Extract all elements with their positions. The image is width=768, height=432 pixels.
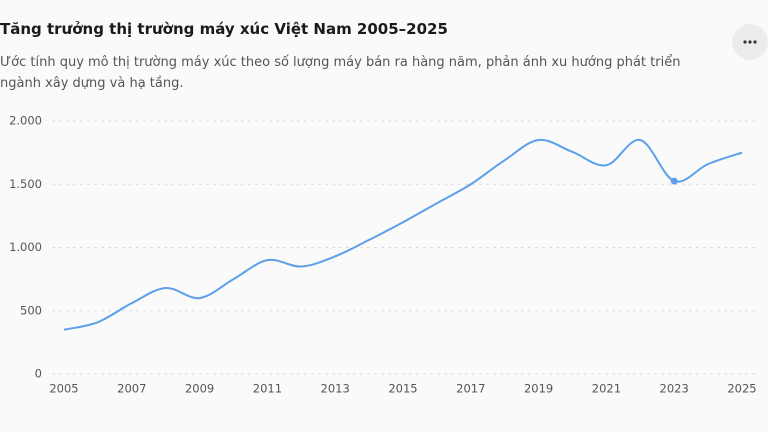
- menu-icon: [743, 40, 757, 44]
- x-tick-label: 2007: [117, 382, 146, 396]
- y-tick-label: 500: [20, 303, 42, 317]
- x-tick-label: 2023: [660, 382, 689, 396]
- y-tick-label: 2.000: [9, 114, 42, 128]
- x-tick-label: 2011: [253, 382, 282, 396]
- y-tick-label: 0: [35, 367, 42, 381]
- x-tick-label: 2005: [49, 382, 78, 396]
- x-tick-label: 2017: [456, 382, 485, 396]
- line-series: [63, 138, 743, 331]
- x-tick-label: 2019: [524, 382, 553, 396]
- chart-subtitle: Ước tính quy mô thị trường máy xúc theo …: [0, 55, 681, 91]
- chart: 0 500 1.000 1.500 2.000 2005 2007 2009 2011 2013 2…: [9, 114, 757, 396]
- highlight-point: [670, 177, 678, 185]
- x-tick-label: 2013: [321, 382, 350, 396]
- menu-button[interactable]: [732, 24, 768, 60]
- chart-title: Tăng trưởng thị trường máy xúc Việt Nam …: [0, 20, 448, 38]
- x-tick-label: 2009: [185, 382, 214, 396]
- x-tick-label: 2015: [388, 382, 417, 396]
- x-tick-label: 2025: [727, 382, 756, 396]
- y-tick-label: 1.000: [9, 240, 42, 254]
- y-tick-label: 1.500: [9, 177, 42, 191]
- x-tick-label: 2021: [592, 382, 621, 396]
